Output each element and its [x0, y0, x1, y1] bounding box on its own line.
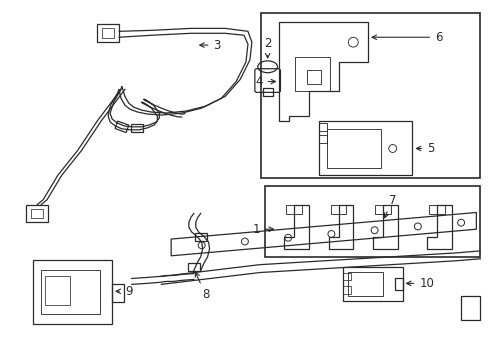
Bar: [41, 270, 100, 314]
Bar: [261, 13, 480, 178]
Bar: [319, 121, 413, 175]
Bar: [112, 284, 124, 302]
Bar: [343, 267, 402, 301]
Bar: [348, 271, 383, 296]
Bar: [263, 89, 272, 96]
Bar: [327, 129, 381, 168]
Text: 9: 9: [116, 285, 132, 298]
Text: 6: 6: [372, 31, 442, 44]
Bar: [461, 296, 480, 320]
Bar: [331, 204, 346, 215]
Text: 5: 5: [416, 142, 435, 155]
Bar: [102, 28, 114, 38]
Bar: [307, 70, 321, 84]
Bar: [394, 278, 402, 290]
Text: 2: 2: [264, 37, 271, 58]
Bar: [286, 204, 302, 215]
Bar: [343, 286, 351, 294]
Bar: [98, 24, 119, 42]
Bar: [319, 135, 327, 143]
Bar: [31, 208, 43, 219]
Text: 4: 4: [255, 75, 275, 88]
Bar: [33, 260, 112, 324]
Bar: [26, 204, 48, 222]
Text: 1: 1: [252, 223, 273, 236]
Bar: [265, 186, 480, 257]
Text: 10: 10: [407, 277, 434, 290]
Text: 3: 3: [200, 39, 221, 51]
Text: 7: 7: [384, 194, 396, 218]
Bar: [319, 123, 327, 131]
Bar: [295, 57, 330, 91]
Bar: [45, 275, 70, 305]
Text: 8: 8: [195, 272, 209, 301]
Bar: [375, 204, 391, 215]
Bar: [343, 273, 351, 280]
Bar: [429, 204, 445, 215]
